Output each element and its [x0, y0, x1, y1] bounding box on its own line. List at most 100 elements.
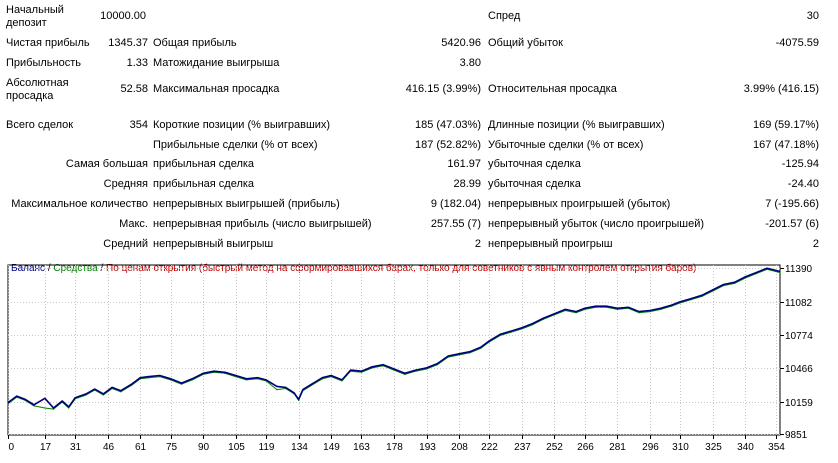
balance-point [293, 392, 295, 394]
balance-point [68, 406, 70, 408]
balance-point [469, 351, 471, 353]
report-cell-drawdown-5: 3.99% (416.15) [743, 83, 819, 95]
report-cell-maxcount-4: 7 (-195.66) [765, 198, 819, 210]
report-cell-factor-3: 3.80 [459, 57, 481, 69]
x-tick-label: 310 [672, 442, 689, 453]
balance-point [148, 376, 150, 378]
x-tick-label: 252 [546, 442, 563, 453]
x-tick-label: 46 [103, 442, 115, 453]
balance-point [111, 386, 113, 388]
equity-point [779, 272, 781, 274]
equity-point [52, 408, 55, 410]
y-tick-label: 9851 [785, 430, 808, 441]
balance-point [775, 269, 777, 271]
report-cell-profit-4: Общий убыток [488, 37, 563, 49]
balance-point [224, 371, 226, 373]
balance-point [256, 377, 258, 379]
x-tick-label: 237 [514, 442, 531, 453]
x-tick-label: 296 [642, 442, 659, 453]
balance-point [627, 306, 629, 308]
balance-point [499, 333, 501, 335]
report-cell-trades-3: 185 (47.03%) [414, 119, 481, 131]
balance-point [350, 369, 352, 371]
equity-point [245, 379, 248, 381]
balance-point [276, 385, 278, 387]
report-cell-largest-2: 161.97 [447, 158, 481, 170]
balance-point [321, 377, 323, 379]
balance-point [202, 372, 204, 374]
balance-point [330, 374, 332, 377]
report-cell-deposit-0: Начальный депозит [6, 4, 64, 29]
report-cell-avgcons-1: непрерывный выигрыш [153, 238, 274, 250]
balance-point [298, 398, 300, 400]
chart-svg: 11390 11082 10774 10466 10159 9851 0 17 31 46 61 75… [7, 264, 813, 453]
report-cell-maxsum-2: 257.55 (7) [430, 218, 481, 230]
report-cell-drawdown-2: Максимальная просадка [153, 83, 280, 95]
report-cell-winloss-2: Убыточные сделки (% от всех) [488, 139, 644, 151]
balance-point [532, 322, 534, 325]
report-cell-maxsum-0: Макс. [119, 218, 148, 230]
report-cell-profit-0: Чистая прибыль [6, 37, 90, 49]
balance-point [755, 272, 757, 274]
equity-point [44, 407, 46, 409]
balance-point [131, 383, 133, 385]
report-cell-largest-4: -125.94 [781, 158, 819, 170]
x-tick-label: 208 [451, 442, 468, 453]
report-cell-factor-1: 1.33 [126, 57, 148, 69]
equity-point [102, 394, 104, 396]
balance-point [52, 407, 55, 409]
report-cell-winloss-0: Прибыльные сделки (% от всех) [153, 139, 318, 151]
balance-point [393, 368, 395, 370]
x-tick-label: 222 [481, 442, 498, 453]
x-tick-label: 75 [166, 442, 178, 453]
y-tick-label: 11390 [785, 264, 813, 275]
balance-point [553, 313, 556, 315]
report-cell-factor-0: Прибыльность [6, 57, 81, 69]
x-tick-label: 178 [386, 442, 403, 453]
x-tick-label: 90 [198, 442, 210, 453]
report-cell-deposit-2: Спред [488, 10, 521, 22]
report-cell-profit-2: Общая прибыль [153, 37, 237, 49]
report-cell-maxcount-1: непрерывных выигрышей (прибыль) [153, 198, 340, 210]
x-tick-label: 163 [353, 442, 370, 453]
x-tick-label: 119 [259, 442, 275, 453]
x-tick-label: 281 [609, 442, 626, 453]
legend-balance: Баланс [11, 263, 46, 274]
balance-point [24, 398, 26, 400]
report-cell-largest-1: прибыльная сделка [153, 158, 255, 170]
report-cell-drawdown-0: Абсолютная просадка [6, 77, 69, 102]
balance-point [382, 364, 384, 366]
y-tick-label: 10159 [785, 398, 813, 409]
report-cell-maxsum-3: непрерывный убыток (число проигрышей) [488, 218, 705, 230]
report-cell-trades-5: 169 (59.17%) [752, 119, 819, 131]
balance-point [584, 307, 586, 309]
balance-point [371, 366, 373, 368]
report-cell-avgcons-0: Средний [103, 238, 148, 250]
report-cell-average-0: Средняя [103, 178, 148, 190]
balance-point [575, 311, 577, 313]
report-cell-largest-3: убыточная сделка [488, 158, 581, 170]
report-table: Начальный депозит 10000.00 Спред 30 Чистая п… [6, 4, 819, 250]
x-tick-label: 325 [705, 442, 722, 453]
balance-point [766, 267, 768, 269]
balance-point [510, 330, 512, 332]
report-cell-maxcount-3: непрерывных проигрышей (убыток) [488, 198, 671, 210]
x-tick-label: 105 [228, 442, 245, 453]
report-cell-maxcount-0: Максимальное количество [11, 198, 148, 210]
balance-point [543, 317, 545, 319]
balance-point [660, 307, 662, 309]
balance-point [170, 378, 172, 380]
x-tick-label: 266 [577, 442, 594, 453]
report-cell-trades-4: Длинные позиции (% выигравших) [488, 119, 665, 131]
balance-point [733, 281, 736, 283]
balance-point [159, 374, 161, 377]
balance-point [235, 374, 237, 377]
balance-point [671, 304, 673, 306]
balance-point [690, 298, 692, 300]
legend-separator: / [45, 263, 54, 274]
report-cell-factor-2: Матожидание выигрыша [153, 57, 280, 69]
report-cell-deposit-3: 30 [806, 10, 819, 22]
report-cell-avgcons-2: 2 [474, 238, 481, 250]
equity-point [616, 308, 619, 310]
report-cell-trades-1: 354 [129, 119, 148, 131]
